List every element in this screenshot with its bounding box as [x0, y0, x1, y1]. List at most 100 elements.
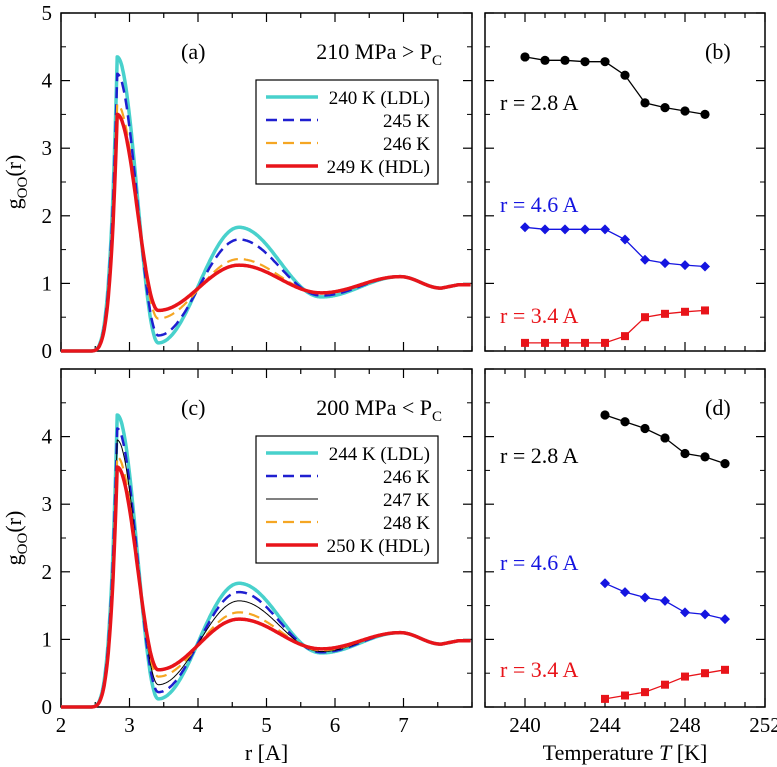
panel-a-ytick-label: 5: [42, 1, 53, 25]
panel-b-data-point: [661, 309, 669, 318]
panel-b-data-point: [660, 103, 670, 113]
panel-d-data-point: [621, 691, 629, 700]
panel-c-ytick-label: 1: [42, 627, 53, 651]
panel-b-data-point: [621, 332, 629, 341]
panel-b-data-point: [520, 52, 530, 62]
panel-d-data-point: [661, 680, 669, 689]
panel-b-data-point: [541, 338, 549, 347]
panel-d-data-point: [600, 410, 610, 420]
panel-b-data-point: [620, 70, 630, 80]
panel-a-series-line-1: [60, 72, 472, 353]
panel-c-annotation: 200 MPa < PC: [316, 395, 442, 425]
panel-a-label: (a): [181, 39, 205, 64]
panel-d-series-label: r = 3.4 A: [500, 657, 579, 682]
panel-c-xlabel: r [A]: [245, 740, 288, 765]
panel-a-ytick-label: 1: [42, 271, 53, 295]
panel-b-series-label: r = 3.4 A: [500, 303, 579, 328]
panel-d-series-label: r = 4.6 A: [500, 550, 579, 575]
panel-b-data-point: [521, 338, 529, 347]
panel-b-data-point: [520, 222, 530, 233]
panel-b-data-point: [580, 224, 590, 235]
panel-d-data-point: [641, 688, 649, 697]
panel-c-legend-entry: 247 K: [383, 490, 430, 511]
panel-d-data-point: [681, 672, 689, 681]
panel-c-legend-entry: 248 K: [383, 513, 430, 534]
panel-d-data-point: [601, 694, 609, 703]
panel-c-legend-entry: 250 K (HDL): [327, 536, 430, 557]
panel-c-xtick-label: 3: [124, 713, 135, 737]
panel-b-data-point: [540, 224, 550, 235]
panel-a-legend-entry: 245 K: [383, 111, 430, 132]
panel-d-xtick-label: 252: [749, 713, 777, 737]
panel-d-xtick-label: 244: [589, 713, 621, 737]
panel-b-data-point: [660, 258, 670, 269]
panel-b-data-point: [701, 306, 709, 315]
panel-c-ytick-label: 2: [42, 560, 53, 584]
panel-b-data-point: [560, 224, 570, 235]
panel-a-ytick-label: 4: [42, 69, 53, 93]
panel-c-series-line-4: [59, 465, 472, 709]
panel-c-label: (c): [181, 395, 205, 420]
panel-b-series-label: r = 4.6 A: [500, 192, 579, 217]
panel-d-data-point: [680, 448, 690, 459]
panel-c-legend-entry: 244 K (LDL): [329, 444, 430, 465]
panel-b-data-point: [640, 254, 650, 265]
panel-b-series-line-0: [524, 56, 706, 116]
panel-b-series-label: r = 2.8 A: [500, 90, 579, 115]
panel-d-xtick-label: 240: [509, 713, 541, 737]
panel-b-data-point: [601, 338, 609, 347]
panel-b-series-line-2: [525, 309, 706, 344]
panel-d-data-point: [721, 665, 729, 674]
panel-b-label: (b): [705, 39, 731, 64]
panel-d-data-point: [640, 423, 650, 434]
panel-d-data-point: [680, 607, 690, 618]
panel-d-xtick-label: 248: [669, 713, 701, 737]
panel-d-data-point: [660, 595, 670, 606]
panel-c-ylabel: gOO(r): [1, 511, 31, 566]
panel-d-xlabel: Temperature T [K]: [543, 740, 708, 765]
panel-b-series-line-1: [524, 226, 706, 268]
panel-b-data-point: [540, 55, 550, 65]
panel-b-data-point: [561, 338, 569, 347]
panel-d-series-label: r = 2.8 A: [500, 443, 579, 468]
panel-c-ytick-label: 4: [42, 425, 53, 449]
panel-c-ytick-label: 3: [42, 492, 53, 516]
panel-b-data-point: [700, 109, 710, 119]
panel-a-ylabel: gOO(r): [1, 155, 31, 210]
panel-a-legend-entry: 249 K (HDL): [327, 157, 430, 178]
panel-a-annotation: 210 MPa > PC: [316, 39, 442, 69]
panel-c-ytick-label: 0: [42, 695, 53, 719]
panel-a-series-line-3: [59, 112, 472, 353]
panel-c-legend-entry: 246 K: [383, 467, 430, 488]
panel-b-data-point: [600, 224, 610, 235]
panel-d-data-point: [620, 417, 630, 427]
panel-b-data-point: [640, 98, 650, 108]
panel-a-ytick-label: 0: [42, 339, 53, 363]
panel-c-xtick-label: 7: [398, 713, 409, 737]
panel-a-ytick-label: 2: [42, 204, 53, 228]
panel-c-xtick-label: 5: [261, 713, 272, 737]
panel-b-data-point: [620, 234, 630, 245]
panel-a-legend-entry: 246 K: [383, 134, 430, 155]
panel-b-data-point: [580, 57, 590, 67]
panel-d-label: (d): [705, 395, 731, 420]
panel-b-data-point: [681, 307, 689, 316]
panel-d-data-point: [620, 587, 630, 598]
panel-b-data-point: [560, 55, 570, 65]
panel-b-data-point: [680, 106, 690, 116]
panel-d-data-point: [701, 669, 709, 678]
panel-d-data-point: [700, 609, 710, 620]
panel-b-data-point: [700, 261, 710, 272]
panel-c-xtick-label: 4: [193, 713, 204, 737]
panel-b-data-point: [581, 338, 589, 347]
panel-c-xtick-label: 6: [330, 713, 341, 737]
panel-a-ytick-label: 3: [42, 136, 53, 160]
panel-d-data-point: [600, 578, 610, 589]
panel-d-data-point: [640, 592, 650, 603]
panel-a-legend-entry: 240 K (LDL): [329, 88, 430, 109]
panel-b-data-point: [680, 260, 690, 271]
panel-d-data-point: [660, 433, 670, 443]
panel-d-data-point: [720, 459, 730, 469]
panel-b-data-point: [641, 313, 649, 322]
